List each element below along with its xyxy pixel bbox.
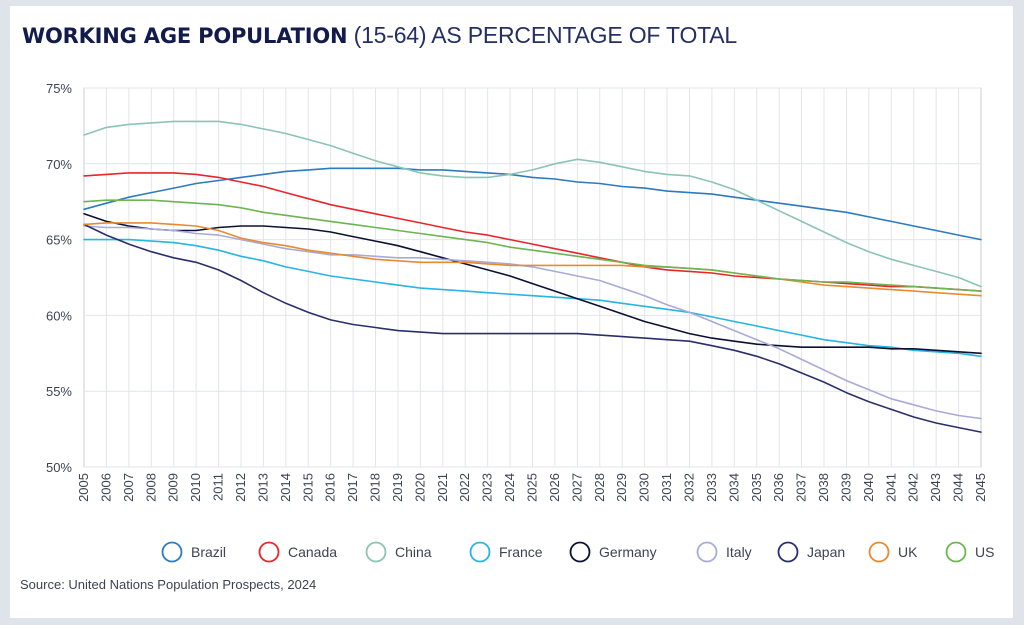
- x-tick-label: 2013: [255, 473, 270, 502]
- x-tick-label: 2015: [300, 473, 315, 502]
- source-note: Source: United Nations Population Prospe…: [20, 577, 317, 592]
- x-tick-label: 2008: [143, 473, 158, 502]
- series-line-italy: [83, 225, 982, 420]
- x-tick-label: 2029: [614, 473, 629, 502]
- chart-title-light: (15-64) AS PERCENTAGE OF TOTAL: [353, 22, 738, 48]
- y-tick-label: 75%: [46, 81, 72, 96]
- x-tick-label: 2040: [861, 473, 876, 502]
- x-tick-label: 2032: [681, 473, 696, 502]
- x-tick-label: 2019: [390, 473, 405, 502]
- x-tick-label: 2021: [435, 473, 450, 502]
- legend-marker-china: [365, 541, 387, 563]
- chart-title-bold: WORKING AGE POPULATION: [22, 24, 348, 48]
- series-line-uk: [83, 222, 982, 297]
- y-tick-label: 65%: [46, 233, 72, 248]
- x-tick-label: 2039: [838, 473, 853, 502]
- series-line-france: [83, 238, 982, 358]
- x-tick-label: 2023: [480, 473, 495, 502]
- y-tick-label: 60%: [46, 308, 72, 323]
- legend-label-germany: Germany: [599, 544, 657, 560]
- x-tick-label: 2043: [928, 473, 943, 502]
- chart-title: WORKING AGE POPULATION (15-64) AS PERCEN…: [22, 22, 737, 49]
- legend-label-japan: Japan: [807, 544, 845, 560]
- y-tick-label: 55%: [46, 384, 72, 399]
- series-line-us: [83, 199, 982, 292]
- x-tick-label: 2014: [278, 473, 293, 502]
- y-tick-label: 70%: [46, 157, 72, 172]
- x-tick-label: 2034: [726, 473, 741, 502]
- x-tick-label: 2036: [771, 473, 786, 502]
- series-line-germany: [83, 213, 982, 355]
- x-tick-label: 2012: [233, 473, 248, 502]
- x-tick-label: 2016: [323, 473, 338, 502]
- legend-label-china: China: [395, 544, 432, 560]
- legend-label-uk: UK: [898, 544, 918, 560]
- legend-label-canada: Canada: [288, 544, 337, 560]
- x-tick-label: 2009: [166, 473, 181, 502]
- x-tick-label: 2028: [592, 473, 607, 502]
- x-tick-label: 2020: [412, 473, 427, 502]
- x-tick-label: 2005: [76, 473, 91, 502]
- x-tick-label: 2037: [794, 473, 809, 502]
- x-tick-label: 2044: [951, 473, 966, 502]
- x-tick-label: 2031: [659, 473, 674, 502]
- legend-marker-canada: [258, 541, 280, 563]
- legend-marker-japan: [777, 541, 799, 563]
- x-tick-label: 2024: [502, 473, 517, 502]
- legend-label-france: France: [499, 544, 543, 560]
- x-tick-label: 2017: [345, 473, 360, 502]
- legend-marker-uk: [868, 541, 890, 563]
- legend-marker-italy: [696, 541, 718, 563]
- x-tick-label: 2035: [749, 473, 764, 502]
- x-tick-label: 2033: [704, 473, 719, 502]
- x-tick-label: 2022: [457, 473, 472, 502]
- legend-marker-france: [469, 541, 491, 563]
- legend-label-italy: Italy: [726, 544, 752, 560]
- x-tick-label: 2006: [98, 473, 113, 502]
- legend-marker-brazil: [161, 541, 183, 563]
- x-tick-label: 2010: [188, 473, 203, 502]
- chart-card: [10, 6, 1013, 618]
- legend-label-us: US: [975, 544, 994, 560]
- x-tick-label: 2038: [816, 473, 831, 502]
- legend-marker-germany: [569, 541, 591, 563]
- legend-marker-us: [945, 541, 967, 563]
- x-tick-label: 2030: [637, 473, 652, 502]
- x-tick-label: 2018: [368, 473, 383, 502]
- x-tick-label: 2025: [525, 473, 540, 502]
- x-tick-label: 2041: [883, 473, 898, 502]
- x-tick-label: 2011: [211, 473, 226, 501]
- series-line-brazil: [83, 167, 982, 241]
- legend-label-brazil: Brazil: [191, 544, 226, 560]
- x-tick-label: 2026: [547, 473, 562, 502]
- series-line-china: [83, 120, 982, 288]
- x-tick-label: 2045: [973, 473, 988, 502]
- series-line-japan: [83, 223, 982, 433]
- y-tick-label: 50%: [46, 460, 72, 475]
- x-tick-label: 2042: [906, 473, 921, 502]
- x-tick-label: 2007: [121, 473, 136, 502]
- x-tick-label: 2027: [569, 473, 584, 502]
